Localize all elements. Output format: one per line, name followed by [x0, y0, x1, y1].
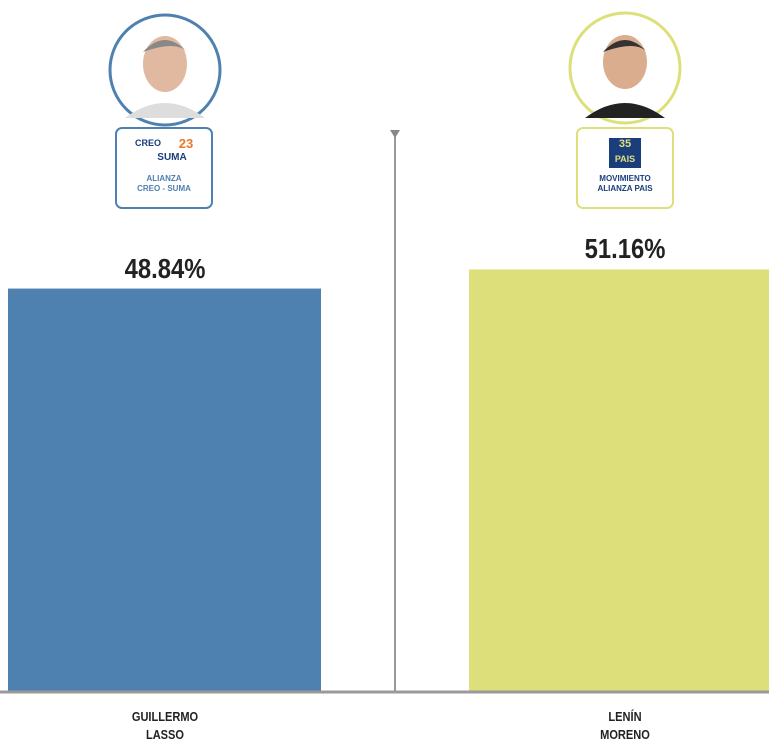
logo-block [609, 138, 641, 168]
logo-text: 23 [178, 136, 194, 151]
hair [143, 40, 187, 52]
party-box [115, 127, 213, 209]
party-name-line: ALIANZA [146, 174, 182, 183]
hair [603, 40, 647, 52]
shirt [125, 103, 205, 118]
value-label: 48.84% [124, 252, 206, 284]
logo-text: SUMA [157, 152, 187, 163]
value-label: 51.16% [584, 233, 666, 265]
suit [585, 103, 665, 118]
category-label: LENÍN MORENO [600, 709, 650, 742]
category-label: GUILLERMO LASSO [131, 709, 199, 742]
bar [469, 269, 769, 691]
party-name-line: CREO - SUMA [137, 184, 191, 193]
logo-text: 35 [618, 138, 632, 150]
party-name-line: ALIANZA PAIS [597, 184, 653, 193]
party-name-line: MOVIMIENTO [599, 174, 651, 183]
face [143, 36, 187, 92]
party-name: MOVIMIENTO ALIANZA PAIS [597, 174, 652, 194]
party-name: ALIANZA CREO - SUMA [137, 174, 191, 194]
bar [8, 288, 321, 691]
divider-arrow [390, 130, 400, 138]
logo-text: PAIS [614, 154, 636, 164]
logo-text: CREO [134, 138, 162, 148]
